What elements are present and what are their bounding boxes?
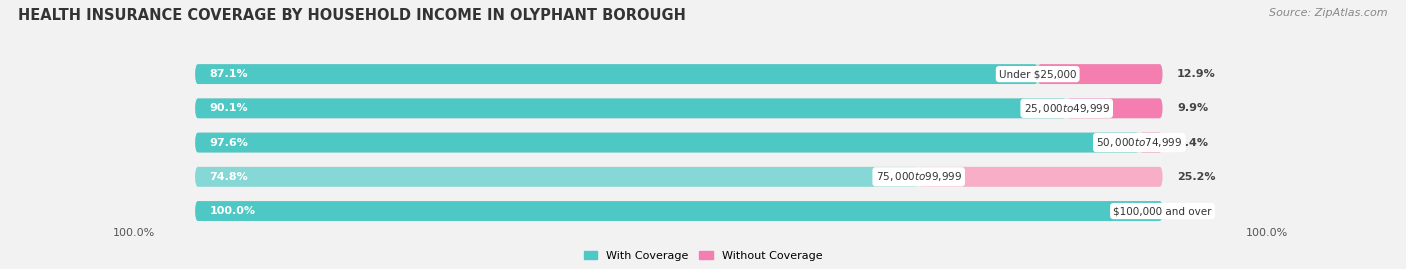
Text: Source: ZipAtlas.com: Source: ZipAtlas.com (1270, 8, 1388, 18)
Legend: With Coverage, Without Coverage: With Coverage, Without Coverage (579, 246, 827, 265)
FancyBboxPatch shape (1139, 133, 1163, 153)
Text: HEALTH INSURANCE COVERAGE BY HOUSEHOLD INCOME IN OLYPHANT BOROUGH: HEALTH INSURANCE COVERAGE BY HOUSEHOLD I… (18, 8, 686, 23)
Text: 90.1%: 90.1% (209, 103, 249, 113)
Text: 100.0%: 100.0% (1246, 228, 1288, 238)
FancyBboxPatch shape (195, 201, 1163, 221)
FancyBboxPatch shape (195, 133, 1163, 153)
Text: 12.9%: 12.9% (1177, 69, 1216, 79)
Text: Under $25,000: Under $25,000 (998, 69, 1077, 79)
Text: 25.2%: 25.2% (1177, 172, 1216, 182)
Text: 0.0%: 0.0% (1177, 206, 1208, 216)
Text: $75,000 to $99,999: $75,000 to $99,999 (876, 170, 962, 183)
Text: 97.6%: 97.6% (209, 137, 249, 148)
Text: $100,000 and over: $100,000 and over (1114, 206, 1212, 216)
Text: 2.4%: 2.4% (1177, 137, 1208, 148)
FancyBboxPatch shape (195, 167, 918, 187)
FancyBboxPatch shape (195, 167, 1163, 187)
Text: 87.1%: 87.1% (209, 69, 249, 79)
Text: $25,000 to $49,999: $25,000 to $49,999 (1024, 102, 1109, 115)
FancyBboxPatch shape (195, 98, 1163, 118)
Text: 74.8%: 74.8% (209, 172, 249, 182)
FancyBboxPatch shape (1067, 98, 1163, 118)
FancyBboxPatch shape (918, 167, 1163, 187)
Text: 9.9%: 9.9% (1177, 103, 1208, 113)
Text: 100.0%: 100.0% (209, 206, 256, 216)
FancyBboxPatch shape (195, 133, 1139, 153)
Text: 100.0%: 100.0% (112, 228, 155, 238)
FancyBboxPatch shape (195, 64, 1163, 84)
FancyBboxPatch shape (195, 201, 1163, 221)
FancyBboxPatch shape (195, 64, 1038, 84)
FancyBboxPatch shape (1038, 64, 1163, 84)
Text: $50,000 to $74,999: $50,000 to $74,999 (1097, 136, 1182, 149)
FancyBboxPatch shape (195, 98, 1067, 118)
